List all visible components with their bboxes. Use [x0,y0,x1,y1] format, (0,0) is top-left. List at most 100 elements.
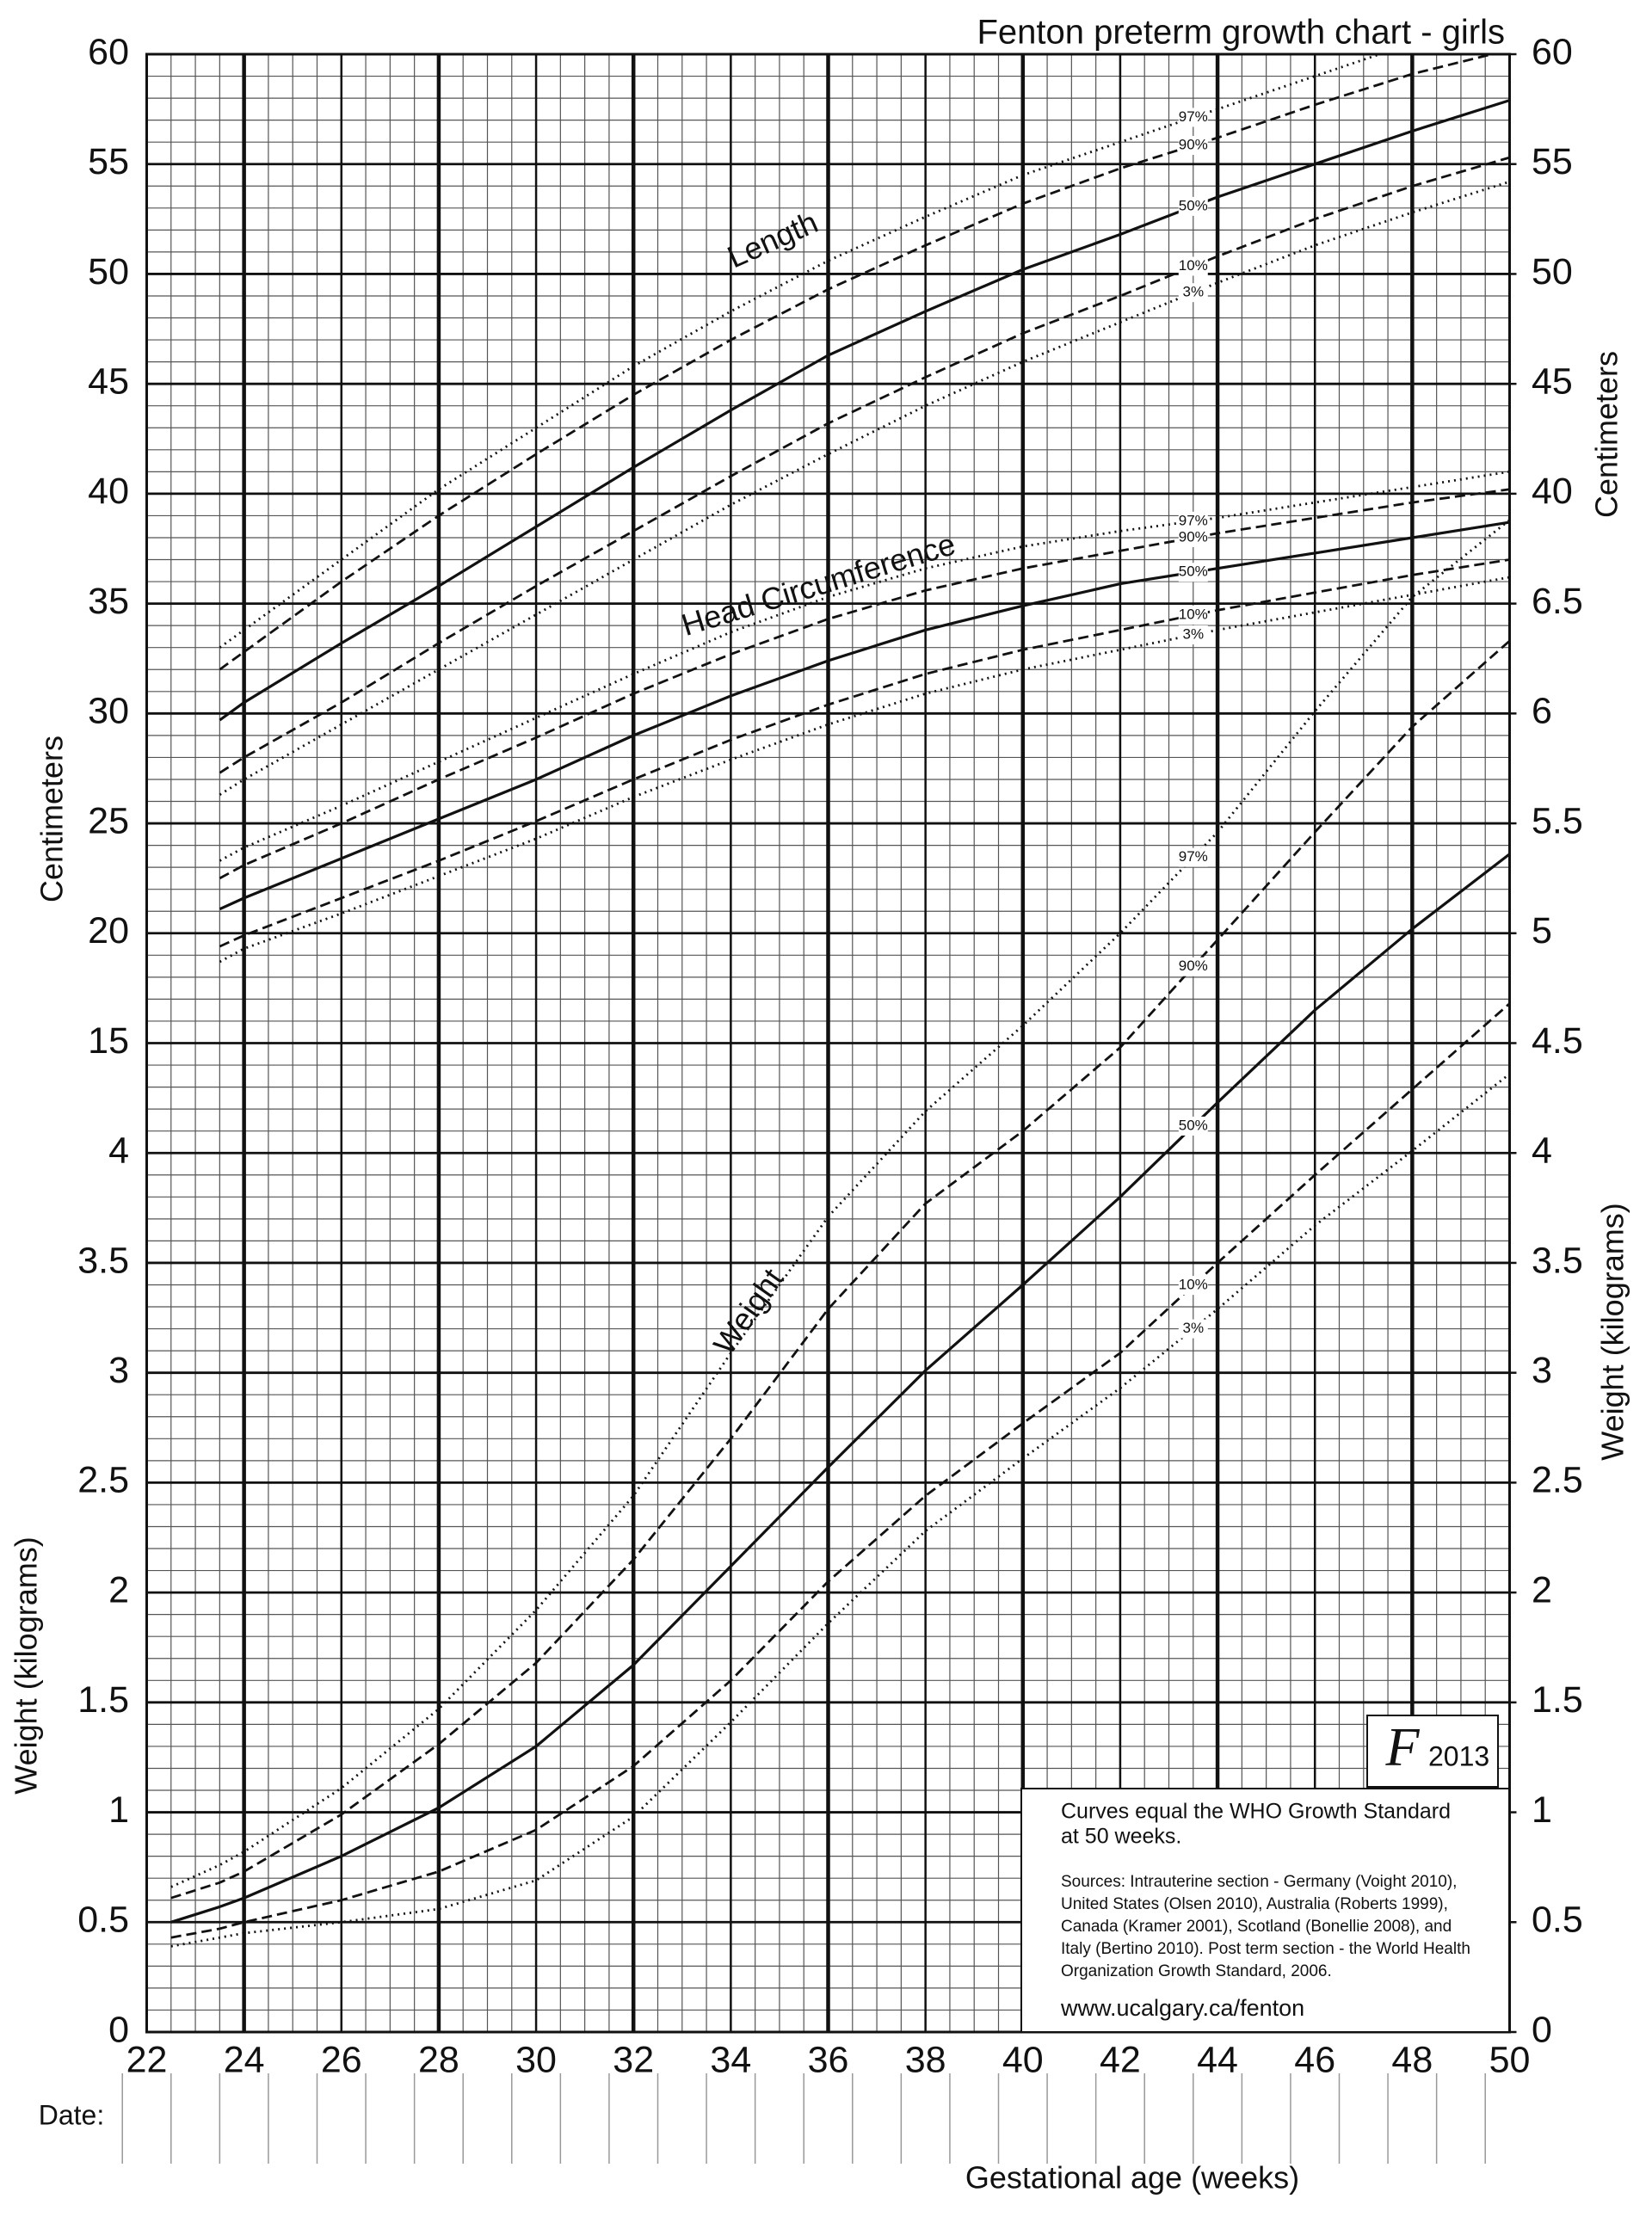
percentile-label: 97% [1179,108,1208,125]
y2-tick-label-right: 5 [1532,910,1552,951]
percentile-curve [170,1073,1510,1948]
labels: 22 24 26 28 30 32 34 36 38 40 42 44 46 48 501520253035… [77,31,1583,2080]
y2-tick-label: 2 [108,1569,129,1610]
y-tick-label: 20 [88,910,129,951]
percentile-curve [219,520,1510,911]
percentile-label-bg [1178,108,1208,127]
x-tick-label: 30 [515,2039,557,2080]
percentile-label-bg [1178,957,1208,976]
y2-tick-label-right: 3 [1532,1350,1552,1391]
y2-tick-label: 3 [108,1350,129,1391]
percentile-label: 50% [1179,197,1208,213]
y2-tick-label-right: 4 [1532,1130,1552,1172]
percentile-curve [219,558,1510,948]
percentile-label-bg [1178,511,1208,531]
percentile-label: 10% [1179,607,1208,623]
grid [121,52,1517,2164]
percentile-label-bg [1178,527,1208,547]
logo: F [1384,1716,1420,1777]
percentile-curve [219,180,1510,796]
note-url: www.ucalgary.ca/fenton [1060,1995,1304,2021]
percentile-curve [219,470,1510,862]
y2-tick-label-right: 1 [1532,1789,1552,1831]
percentile-label: 50% [1179,563,1208,580]
y2-tick-label: 2.5 [77,1460,129,1501]
percentile-curve [219,576,1510,964]
source-line: Organization Growth Standard, 2006. [1061,1962,1332,1980]
group-label: Weight [706,1262,790,1361]
y2-tick-label: 0 [108,2009,129,2050]
percentile-label: 90% [1179,136,1208,152]
plot-frame [145,52,1511,2034]
x-tick-label: 50 [1489,2039,1531,2080]
y-tick-label-right: 45 [1532,361,1573,403]
note-line: Curves equal the WHO Growth Standard [1061,1800,1451,1824]
percentile-label: 3% [1182,284,1204,300]
y2-tick-label-right: 4.5 [1532,1020,1583,1062]
x-tick-label: 34 [710,2039,751,2080]
y2-tick-label-right: 0.5 [1532,1900,1583,1941]
percentile-curve [170,639,1510,1900]
percentile-label: 3% [1182,625,1204,642]
y2-tick-label-right: 1.5 [1532,1679,1583,1721]
note-box [1020,1788,1510,2033]
y-tick-label-right: 60 [1532,31,1573,72]
y2-tick-label: 0.5 [77,1900,129,1941]
percentile-curve [170,1002,1510,1939]
percentile-label-bg [1178,1116,1208,1136]
y-tick-label: 15 [88,1020,129,1062]
percentile-curve [219,156,1510,774]
percentile-label: 10% [1179,1277,1208,1293]
x-axis-title: Gestational age (weeks) [965,2160,1299,2195]
y2-tick-label: 1 [108,1789,129,1831]
percentile-label-bg [1178,283,1208,303]
y-tick-label: 25 [88,800,129,841]
x-tick-label: 36 [808,2039,849,2080]
percentile-label-bg [1178,1276,1208,1296]
x-tick-label: 48 [1391,2039,1433,2080]
y2-tick-label: 3.5 [77,1240,129,1281]
y2-tick-label: 1.5 [77,1679,129,1721]
percentile-label-bg [1178,625,1208,645]
source-line: Sources: Intrauterine section - Germany … [1061,1873,1457,1891]
percentile-label: 10% [1179,257,1208,274]
percentile-curve [219,99,1510,722]
y-axis-title-right-cm: Centimeters [1589,351,1624,518]
chart-title: Fenton preterm growth chart - girls [977,14,1505,52]
x-tick-label: 46 [1294,2039,1335,2080]
percentile-curve [170,519,1510,1888]
x-tick-label: 28 [418,2039,459,2080]
y-tick-label: 45 [88,361,129,403]
y-tick-label-right: 50 [1532,251,1573,293]
source-line: United States (Olsen 2010), Australia (R… [1061,1895,1448,1913]
x-tick-label: 42 [1100,2039,1141,2080]
y-tick-label: 55 [88,141,129,182]
percentile-label-bg [1178,847,1208,867]
x-tick-label: 32 [613,2039,654,2080]
note-line: at 50 weeks. [1061,1825,1181,1849]
x-tick-label: 22 [126,2039,168,2080]
percentile-curve [219,54,1497,671]
percentile-label-bg [1178,256,1208,276]
y-tick-label-right: 55 [1532,141,1573,182]
y-tick-label-right: 40 [1532,471,1573,512]
y2-tick-label-right: 6.5 [1532,581,1583,622]
source-line: Italy (Bertino 2010). Post term section … [1061,1940,1470,1958]
x-tick-label: 38 [905,2039,946,2080]
percentile-label-bg [1178,1319,1208,1339]
y-tick-label: 50 [88,251,129,293]
percentile-curve [170,853,1510,1924]
x-tick-label: 26 [321,2039,362,2080]
percentile-label: 3% [1182,1320,1204,1336]
y-axis-title-left-kg: Weight (kilograms) [9,1537,44,1794]
y-tick-label: 40 [88,471,129,512]
x-tick-label: 44 [1197,2039,1238,2080]
y-axis-title-left-cm: Centimeters [34,736,70,902]
y2-tick-label-right: 5.5 [1532,800,1583,841]
logo-box [1366,1715,1499,1788]
percentile-label: 90% [1179,528,1208,545]
percentile-label-bg [1178,196,1208,216]
y2-tick-label-right: 3.5 [1532,1240,1583,1281]
date-label: Date: [39,2099,104,2130]
